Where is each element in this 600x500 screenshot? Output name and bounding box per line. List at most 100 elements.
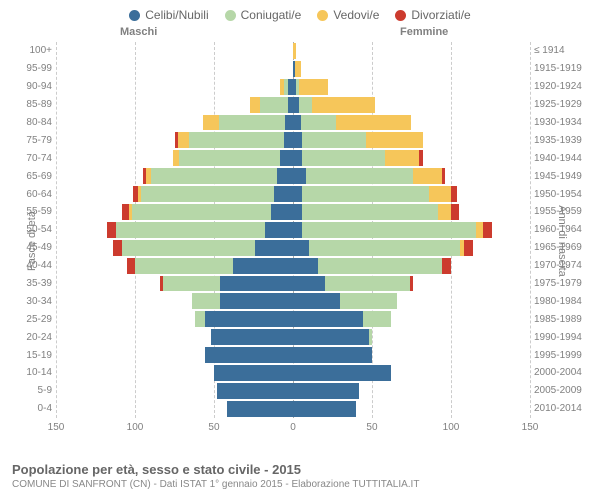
bar-segment-widowed <box>293 43 296 59</box>
legend-label: Coniugati/e <box>241 8 302 22</box>
bar-female <box>293 43 530 59</box>
bar-male <box>56 365 293 381</box>
bar-female <box>293 222 530 238</box>
bar-male <box>56 329 293 345</box>
bar-segment-single <box>293 383 359 399</box>
birth-tick: 2005-2009 <box>534 385 590 396</box>
bar-segment-married <box>132 204 271 220</box>
bar-segment-single <box>205 347 293 363</box>
birth-tick: 2010-2014 <box>534 403 590 414</box>
bar-female <box>293 276 530 292</box>
bar-segment-married <box>260 97 288 113</box>
bar-segment-married <box>195 311 204 327</box>
bar-segment-married <box>219 115 285 131</box>
pyramid-row: 30-341980-1984 <box>56 292 530 310</box>
age-tick: 10-14 <box>18 367 52 378</box>
pyramid-row: 10-142000-2004 <box>56 364 530 382</box>
pyramid-row: 65-691945-1949 <box>56 167 530 185</box>
birth-tick: 1960-1964 <box>534 224 590 235</box>
bar-segment-widowed <box>312 97 375 113</box>
bar-segment-widowed <box>250 97 259 113</box>
bar-female <box>293 97 530 113</box>
legend-swatch <box>317 10 328 21</box>
bar-female <box>293 311 530 327</box>
age-tick: 70-74 <box>18 153 52 164</box>
birth-tick: 1955-1959 <box>534 206 590 217</box>
age-tick: 20-24 <box>18 332 52 343</box>
bar-segment-widowed <box>336 115 412 131</box>
bar-segment-married <box>192 293 220 309</box>
bar-male <box>56 204 293 220</box>
bar-female <box>293 401 530 417</box>
bar-segment-single <box>293 132 302 148</box>
pyramid-row: 15-191995-1999 <box>56 346 530 364</box>
bar-segment-single <box>277 168 293 184</box>
legend-item: Divorziati/e <box>395 8 470 22</box>
pyramid-row: 40-441970-1974 <box>56 257 530 275</box>
bar-female <box>293 204 530 220</box>
age-tick: 5-9 <box>18 385 52 396</box>
bar-segment-married <box>325 276 410 292</box>
birth-tick: ≤ 1914 <box>534 45 590 56</box>
legend-item: Vedovi/e <box>317 8 379 22</box>
bar-female <box>293 186 530 202</box>
birth-tick: 1935-1939 <box>534 135 590 146</box>
bar-female <box>293 61 530 77</box>
bar-segment-married <box>318 258 441 274</box>
pyramid-row: 45-491965-1969 <box>56 239 530 257</box>
bar-segment-single <box>293 276 325 292</box>
bar-segment-divorced <box>451 186 457 202</box>
bar-segment-single <box>255 240 293 256</box>
pyramid-row: 75-791935-1939 <box>56 131 530 149</box>
age-tick: 55-59 <box>18 206 52 217</box>
birth-tick: 1975-1979 <box>534 278 590 289</box>
bar-male <box>56 401 293 417</box>
age-tick: 50-54 <box>18 224 52 235</box>
age-tick: 60-64 <box>18 189 52 200</box>
bar-segment-single <box>293 115 301 131</box>
chart-subtitle: COMUNE DI SANFRONT (CN) - Dati ISTAT 1° … <box>12 479 588 490</box>
bar-male <box>56 79 293 95</box>
bar-segment-single <box>293 293 340 309</box>
bar-segment-married <box>122 240 255 256</box>
legend-swatch <box>395 10 406 21</box>
bar-segment-single <box>293 347 372 363</box>
bar-male <box>56 293 293 309</box>
bar-segment-single <box>293 365 391 381</box>
header-male: Maschi <box>120 26 157 38</box>
bar-segment-married <box>135 258 233 274</box>
x-tick: 50 <box>208 422 219 433</box>
birth-tick: 1920-1924 <box>534 81 590 92</box>
bar-segment-single <box>293 240 309 256</box>
bar-male <box>56 115 293 131</box>
pyramid-row: 0-42010-2014 <box>56 400 530 418</box>
legend-label: Vedovi/e <box>333 8 379 22</box>
pyramid-row: 90-941920-1924 <box>56 78 530 96</box>
bar-female <box>293 150 530 166</box>
legend-swatch <box>225 10 236 21</box>
bar-male <box>56 168 293 184</box>
bar-female <box>293 383 530 399</box>
bar-segment-single <box>214 365 293 381</box>
bar-segment-married <box>302 222 476 238</box>
bar-female <box>293 329 530 345</box>
birth-tick: 1940-1944 <box>534 153 590 164</box>
age-tick: 75-79 <box>18 135 52 146</box>
bar-male <box>56 132 293 148</box>
bar-segment-single <box>293 186 302 202</box>
chart-title: Popolazione per età, sesso e stato civil… <box>12 462 588 477</box>
birth-tick: 1965-1969 <box>534 242 590 253</box>
bar-segment-single <box>233 258 293 274</box>
bar-female <box>293 293 530 309</box>
bar-segment-single <box>293 311 363 327</box>
age-tick: 85-89 <box>18 99 52 110</box>
bar-segment-divorced <box>451 204 459 220</box>
bar-segment-divorced <box>464 240 473 256</box>
bar-segment-married <box>302 150 384 166</box>
birth-tick: 1985-1989 <box>534 314 590 325</box>
bar-segment-married <box>116 222 265 238</box>
bar-segment-widowed <box>178 132 189 148</box>
bar-segment-divorced <box>419 150 422 166</box>
bar-segment-married <box>189 132 284 148</box>
pyramid-row: 35-391975-1979 <box>56 275 530 293</box>
